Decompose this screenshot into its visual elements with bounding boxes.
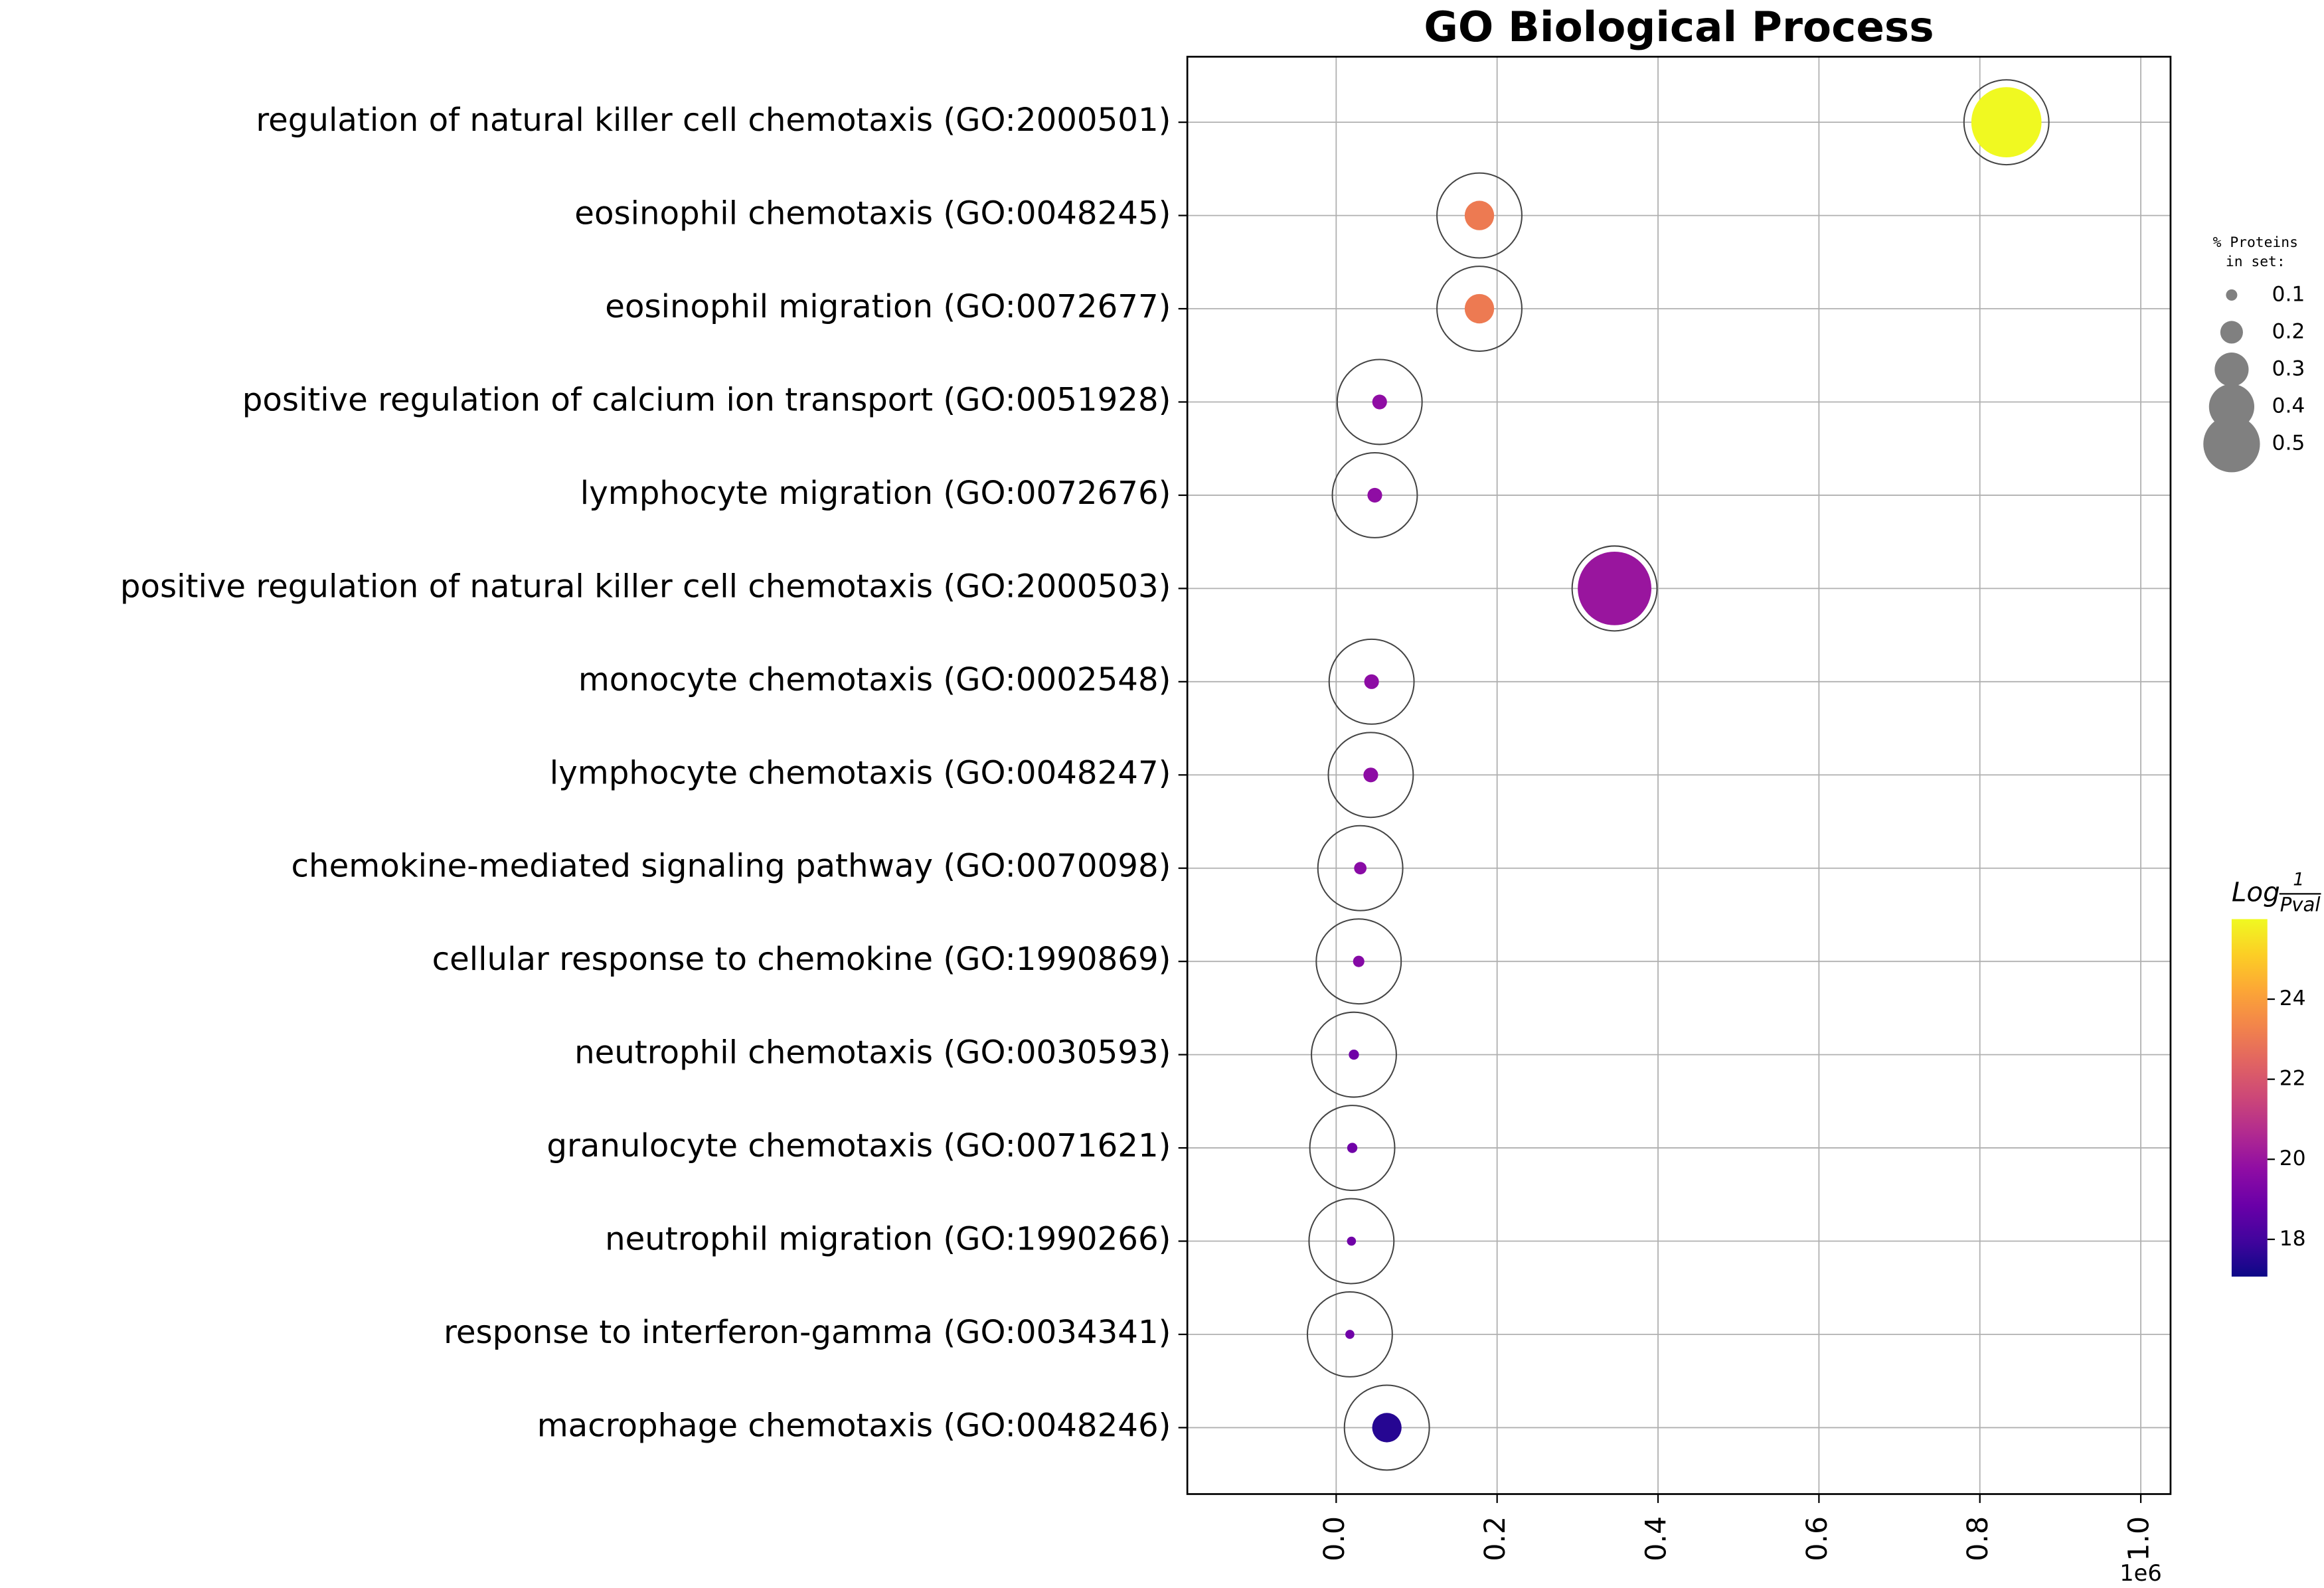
- bubble: [1349, 1049, 1359, 1060]
- x-tick-label: 1.0: [2123, 1516, 2156, 1561]
- y-tick-label: cellular response to chemokine (GO:19908…: [432, 941, 1171, 978]
- bubble-ring: [1343, 1384, 1430, 1471]
- bubble-ring: [1436, 172, 1523, 259]
- bubble: [1464, 200, 1495, 230]
- size-legend-label: 0.1: [2272, 282, 2305, 306]
- size-legend-label: 0.3: [2272, 357, 2305, 381]
- bubble-ring: [1331, 451, 1418, 538]
- colorbar: [2231, 919, 2268, 1277]
- size-legend-label: 0.2: [2272, 319, 2305, 343]
- bubble: [1347, 1143, 1358, 1153]
- x-tick-label: 0.4: [1640, 1516, 1673, 1561]
- bubble: [1578, 551, 1652, 625]
- bubble: [1372, 394, 1387, 410]
- y-tick-label: eosinophil chemotaxis (GO:0048245): [574, 195, 1171, 232]
- y-tick-label: regulation of natural killer cell chemot…: [256, 102, 1171, 139]
- x-offset-label: 1e6: [2119, 1560, 2162, 1586]
- bubble-ring: [1317, 825, 1404, 912]
- bubble: [1971, 87, 2042, 157]
- colorbar-tick-label: 22: [2280, 1067, 2306, 1091]
- colorbar-label-numerator: 1: [2293, 870, 2304, 890]
- y-tick-label: neutrophil chemotaxis (GO:0030593): [574, 1034, 1171, 1072]
- size-legend-label: 0.4: [2272, 394, 2305, 418]
- bubble: [1364, 674, 1379, 689]
- size-legend-marker: [2220, 321, 2243, 344]
- bubble-ring: [1436, 266, 1523, 352]
- size-legend-marker: [2203, 416, 2260, 473]
- chart-title: GO Biological Process: [1424, 3, 1934, 51]
- size-legend-title: in set:: [2226, 254, 2285, 270]
- bubble: [1367, 487, 1382, 503]
- x-tick-label: 0.6: [1801, 1516, 1834, 1561]
- bubble: [1353, 955, 1365, 967]
- bubble-ring: [1328, 638, 1415, 725]
- y-tick-label: monocyte chemotaxis (GO:0002548): [578, 661, 1171, 698]
- y-tick-label: eosinophil migration (GO:0072677): [605, 288, 1171, 325]
- size-legend-marker: [2226, 289, 2238, 301]
- bubble: [1354, 862, 1367, 875]
- colorbar-tick-label: 20: [2280, 1147, 2306, 1170]
- bubble-ring: [1309, 1105, 1396, 1192]
- bubble: [1345, 1330, 1355, 1339]
- bubble-ring: [1963, 79, 2050, 166]
- colorbar-label-denominator: Pval: [2280, 893, 2321, 915]
- size-legend-marker: [2214, 353, 2249, 387]
- bubble: [1347, 1236, 1357, 1246]
- y-tick-label: lymphocyte migration (GO:0072676): [580, 475, 1171, 512]
- x-tick-label: 0.8: [1961, 1516, 1995, 1561]
- y-tick-label: response to interferon-gamma (GO:0034341…: [444, 1314, 1171, 1351]
- y-tick-label: chemokine-mediated signaling pathway (GO…: [291, 848, 1171, 885]
- bubble-ring: [1336, 358, 1423, 445]
- colorbar-tick-label: 24: [2280, 987, 2306, 1010]
- bubble: [1372, 1413, 1402, 1443]
- y-tick-label: neutrophil migration (GO:1990266): [605, 1221, 1171, 1258]
- x-tick-label: 0.2: [1479, 1516, 1512, 1561]
- bubble: [1363, 767, 1378, 783]
- bubble-ring: [1315, 918, 1402, 1005]
- bubble-ring: [1311, 1011, 1397, 1098]
- bubble: [1464, 293, 1495, 324]
- x-tick-label: 0.0: [1318, 1516, 1351, 1561]
- colorbar-tick-label: 18: [2280, 1227, 2306, 1251]
- bubble-ring: [1308, 1198, 1395, 1285]
- colorbar-label: Log: [2232, 876, 2280, 908]
- y-tick-label: positive regulation of natural killer ce…: [120, 568, 1171, 605]
- y-tick-label: macrophage chemotaxis (GO:0048246): [537, 1407, 1171, 1444]
- size-legend-title: % Proteins: [2213, 234, 2298, 251]
- y-tick-label: positive regulation of calcium ion trans…: [242, 381, 1171, 418]
- y-tick-label: granulocyte chemotaxis (GO:0071621): [546, 1127, 1171, 1164]
- y-tick-label: lymphocyte chemotaxis (GO:0048247): [550, 754, 1171, 791]
- bubble-ring: [1571, 545, 1658, 632]
- bubble-ring: [1327, 732, 1414, 819]
- bubble-ring: [1306, 1291, 1393, 1378]
- size-legend-label: 0.5: [2272, 432, 2305, 455]
